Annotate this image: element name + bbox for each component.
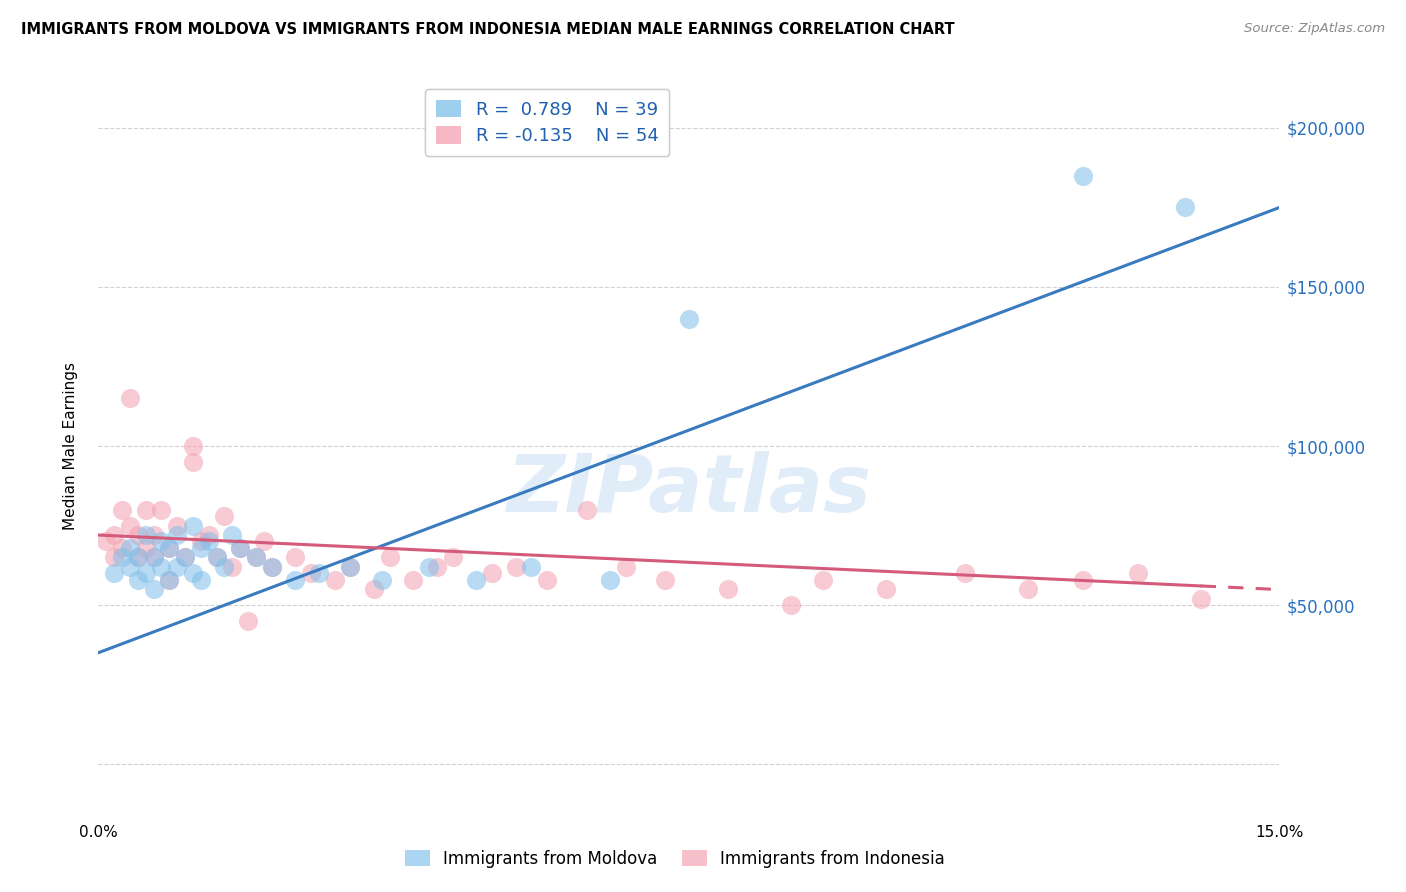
Point	[111, 502, 134, 516]
Point	[181, 455, 204, 469]
Point	[197, 528, 219, 542]
Point	[536, 573, 558, 587]
Point	[245, 550, 267, 565]
Point	[465, 573, 488, 587]
Point	[103, 528, 125, 542]
Point	[1126, 566, 1149, 581]
Point	[118, 559, 141, 574]
Point	[780, 598, 803, 612]
Point	[142, 528, 165, 542]
Point	[103, 566, 125, 581]
Point	[166, 559, 188, 574]
Point	[181, 518, 204, 533]
Point	[717, 582, 740, 596]
Point	[214, 559, 236, 574]
Point	[505, 559, 527, 574]
Point	[157, 573, 180, 587]
Point	[166, 518, 188, 533]
Point	[1071, 169, 1094, 183]
Legend: Immigrants from Moldova, Immigrants from Indonesia: Immigrants from Moldova, Immigrants from…	[398, 844, 952, 875]
Point	[190, 534, 212, 549]
Point	[245, 550, 267, 565]
Point	[253, 534, 276, 549]
Point	[418, 559, 440, 574]
Point	[260, 559, 283, 574]
Point	[299, 566, 322, 581]
Point	[142, 582, 165, 596]
Point	[111, 541, 134, 555]
Point	[181, 566, 204, 581]
Point	[127, 550, 149, 565]
Y-axis label: Median Male Earnings: Median Male Earnings	[63, 362, 77, 530]
Point	[127, 528, 149, 542]
Point	[1189, 591, 1212, 606]
Point	[135, 528, 157, 542]
Point	[229, 541, 252, 555]
Text: ZIPatlas: ZIPatlas	[506, 450, 872, 529]
Point	[520, 559, 543, 574]
Point	[323, 573, 346, 587]
Point	[190, 541, 212, 555]
Legend: R =  0.789    N = 39, R = -0.135    N = 54: R = 0.789 N = 39, R = -0.135 N = 54	[425, 89, 669, 156]
Point	[127, 573, 149, 587]
Point	[96, 534, 118, 549]
Point	[339, 559, 361, 574]
Point	[150, 502, 173, 516]
Point	[103, 550, 125, 565]
Point	[174, 550, 197, 565]
Point	[205, 550, 228, 565]
Point	[118, 518, 141, 533]
Point	[284, 550, 307, 565]
Point	[127, 550, 149, 565]
Point	[197, 534, 219, 549]
Point	[339, 559, 361, 574]
Point	[166, 528, 188, 542]
Point	[190, 573, 212, 587]
Point	[426, 559, 449, 574]
Point	[157, 573, 180, 587]
Point	[157, 541, 180, 555]
Point	[174, 550, 197, 565]
Point	[157, 541, 180, 555]
Point	[378, 550, 401, 565]
Point	[441, 550, 464, 565]
Point	[308, 566, 330, 581]
Point	[150, 559, 173, 574]
Point	[1017, 582, 1039, 596]
Point	[205, 550, 228, 565]
Point	[953, 566, 976, 581]
Point	[1174, 201, 1197, 215]
Point	[236, 614, 259, 628]
Point	[481, 566, 503, 581]
Point	[575, 502, 598, 516]
Text: Source: ZipAtlas.com: Source: ZipAtlas.com	[1244, 22, 1385, 36]
Point	[118, 541, 141, 555]
Point	[221, 528, 243, 542]
Point	[260, 559, 283, 574]
Point	[599, 573, 621, 587]
Point	[135, 566, 157, 581]
Point	[678, 311, 700, 326]
Point	[142, 550, 165, 565]
Point	[363, 582, 385, 596]
Point	[135, 502, 157, 516]
Point	[150, 534, 173, 549]
Point	[221, 559, 243, 574]
Point	[181, 439, 204, 453]
Point	[135, 541, 157, 555]
Point	[811, 573, 834, 587]
Point	[371, 573, 394, 587]
Point	[654, 573, 676, 587]
Point	[111, 550, 134, 565]
Point	[614, 559, 637, 574]
Point	[214, 508, 236, 523]
Point	[1071, 573, 1094, 587]
Point	[402, 573, 425, 587]
Point	[284, 573, 307, 587]
Text: IMMIGRANTS FROM MOLDOVA VS IMMIGRANTS FROM INDONESIA MEDIAN MALE EARNINGS CORREL: IMMIGRANTS FROM MOLDOVA VS IMMIGRANTS FR…	[21, 22, 955, 37]
Point	[118, 392, 141, 406]
Point	[875, 582, 897, 596]
Point	[142, 550, 165, 565]
Point	[229, 541, 252, 555]
